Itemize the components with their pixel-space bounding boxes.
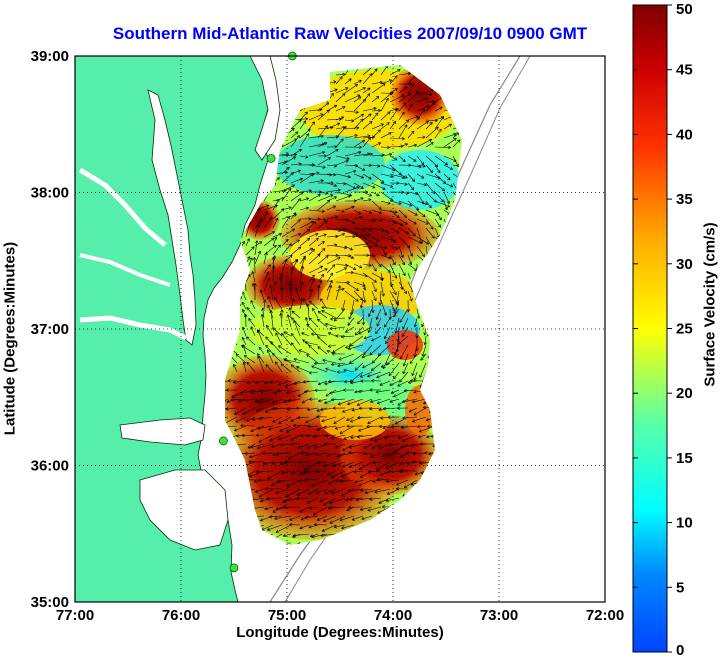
colorbar-tick-label: 50 (676, 1, 693, 18)
y-tick-label: 37:00 (31, 321, 69, 338)
colorbar-tick-label: 30 (676, 256, 693, 273)
radar-station-marker (267, 154, 275, 162)
colorbar-label: Surface Velocity (cm/s) (702, 215, 719, 395)
x-tick-label: 73:00 (480, 607, 518, 624)
x-axis-label: Longitude (Degrees:Minutes) (75, 624, 605, 641)
x-tick-label: 75:00 (268, 607, 306, 624)
colorbar-tick-label: 15 (676, 450, 693, 467)
chart-title: Southern Mid-Atlantic Raw Velocities 200… (60, 24, 640, 44)
colorbar-tick-label: 45 (676, 62, 693, 79)
colorbar-tick-label: 40 (676, 126, 693, 143)
colorbar-tick-label: 0 (676, 642, 684, 659)
y-axis-label: Latitude (Degrees:Minutes) (2, 209, 19, 469)
y-tick-label: 36:00 (31, 458, 69, 475)
y-tick-label: 35:00 (31, 594, 69, 611)
colorbar-tick-label: 25 (676, 321, 693, 338)
colorbar-tick-label: 5 (676, 579, 684, 596)
colorbar-tick-label: 10 (676, 515, 693, 532)
x-tick-label: 76:00 (162, 607, 200, 624)
radar-station-marker (230, 564, 238, 572)
y-tick-labels: 39:00 38:00 37:00 36:00 35:00 (31, 48, 69, 611)
x-tick-label: 74:00 (374, 607, 412, 624)
y-tick-label: 38:00 (31, 185, 69, 202)
colorbar-tick-label: 20 (676, 385, 693, 402)
colorbar-tick-label: 35 (676, 191, 693, 208)
y-tick-label: 39:00 (31, 48, 69, 65)
x-tick-label: 72:00 (586, 607, 624, 624)
radar-station-marker (219, 437, 227, 445)
velocity-region (387, 330, 423, 360)
colorbar (633, 5, 667, 652)
